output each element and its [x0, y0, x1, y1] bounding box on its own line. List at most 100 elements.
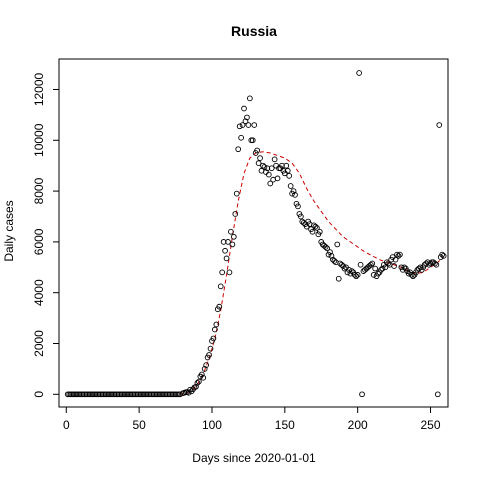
data-point — [247, 95, 253, 102]
data-point — [203, 362, 210, 368]
data-point — [267, 180, 274, 187]
data-point — [212, 326, 218, 333]
data-point — [397, 251, 403, 258]
data-point — [354, 272, 361, 278]
data-point — [331, 258, 338, 264]
data-point — [369, 260, 376, 267]
data-point — [232, 211, 239, 217]
data-point — [283, 162, 290, 169]
y-tick-label: 2000 — [32, 330, 46, 357]
chart-title: Russia — [231, 23, 277, 39]
data-point — [210, 335, 217, 342]
data-point — [359, 391, 365, 398]
data-point — [440, 253, 447, 259]
data-point — [298, 213, 304, 220]
data-point — [375, 270, 381, 277]
data-point — [379, 265, 386, 272]
y-axis-label: Daily cases — [2, 200, 16, 261]
x-axis: 0 50 100 150 200 250 — [63, 406, 441, 432]
fit-line-layer — [179, 151, 444, 395]
data-point — [382, 264, 389, 271]
x-tick-label: 200 — [348, 418, 368, 432]
data-point — [309, 228, 316, 235]
data-point — [335, 275, 342, 282]
data-point — [432, 260, 438, 267]
data-point — [405, 270, 412, 277]
data-point — [223, 255, 230, 262]
data-point — [286, 173, 293, 179]
data-point — [194, 380, 201, 386]
data-point — [201, 366, 208, 372]
data-point — [196, 378, 202, 385]
data-point — [290, 188, 297, 194]
y-tick-label: 8000 — [32, 177, 46, 204]
data-point — [213, 321, 220, 328]
data-point — [226, 269, 233, 276]
data-point — [268, 165, 275, 172]
data-point — [367, 261, 374, 268]
y-tick-label: 4000 — [32, 279, 46, 306]
y-tick-label: 12000 — [32, 72, 46, 106]
y-tick-label: 10000 — [32, 123, 46, 157]
data-point — [287, 183, 294, 189]
data-point — [410, 273, 416, 280]
data-point — [228, 228, 234, 235]
data-point — [238, 134, 244, 141]
x-tick-label: 150 — [275, 418, 295, 432]
data-point — [229, 241, 236, 248]
data-point — [391, 263, 397, 269]
data-point — [401, 264, 408, 271]
data-point — [436, 122, 443, 128]
data-point — [216, 303, 223, 310]
data-point — [292, 192, 298, 198]
fit-line — [179, 151, 444, 395]
data-point — [356, 70, 362, 76]
data-point — [265, 171, 272, 178]
data-point — [433, 261, 440, 268]
data-point — [324, 245, 330, 252]
data-point — [222, 247, 228, 254]
data-point — [328, 253, 335, 259]
data-point — [372, 265, 379, 272]
data-point — [394, 251, 400, 258]
y-tick-label: 6000 — [32, 228, 46, 255]
data-point — [245, 122, 252, 128]
data-point — [198, 371, 205, 378]
data-point — [242, 118, 249, 125]
data-point — [334, 241, 341, 248]
data-point — [185, 389, 192, 396]
x-tick-label: 50 — [132, 418, 146, 432]
data-point — [322, 244, 329, 250]
data-point — [235, 146, 242, 153]
data-point — [244, 114, 250, 121]
data-point — [338, 261, 345, 268]
data-point — [271, 156, 278, 163]
data-point — [378, 266, 384, 273]
data-point — [408, 272, 415, 278]
data-point — [434, 391, 441, 398]
data-point — [219, 269, 226, 276]
data-point — [239, 122, 246, 128]
data-point — [241, 105, 247, 112]
data-point — [385, 260, 392, 267]
data-point — [257, 155, 263, 161]
data-point — [207, 345, 214, 352]
data-point — [395, 253, 402, 259]
x-tick-label: 0 — [63, 418, 70, 432]
data-point — [392, 256, 399, 263]
data-point — [225, 239, 231, 245]
data-point — [274, 175, 281, 182]
data-point — [217, 283, 224, 290]
data-point — [439, 251, 446, 258]
data-point — [327, 249, 333, 255]
x-tick-label: 250 — [421, 418, 441, 432]
data-point — [187, 386, 193, 393]
data-point — [254, 147, 260, 154]
data-point — [206, 352, 212, 358]
data-point — [314, 225, 320, 231]
data-point — [200, 374, 207, 381]
data-point — [193, 383, 199, 390]
